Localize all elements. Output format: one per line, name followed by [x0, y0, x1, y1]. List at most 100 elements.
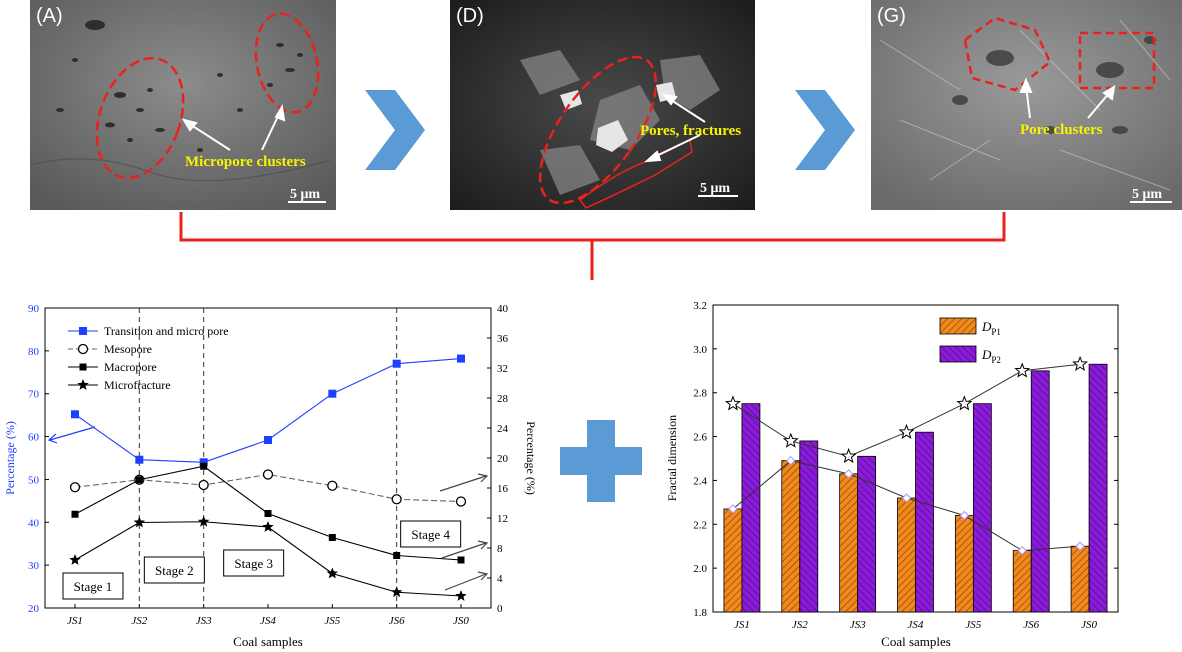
- stage-box: [223, 549, 285, 577]
- y-tick-label: 12: [497, 513, 508, 525]
- stage-label: Stage 3: [234, 556, 273, 571]
- data-point: [392, 359, 401, 368]
- stage-label: Stage 4: [411, 527, 450, 542]
- trend-marker: [1017, 545, 1027, 556]
- x-tick-label: JS3: [196, 615, 212, 627]
- data-point: [393, 552, 401, 559]
- trend-marker: [898, 423, 915, 439]
- y-tick-label: 50: [28, 474, 40, 486]
- data-point: [326, 567, 339, 579]
- legend-label: Microfracture: [104, 378, 171, 392]
- x-tick-label: JS6: [389, 615, 405, 627]
- trend-line: [732, 363, 1081, 457]
- y-tick-label: 36: [497, 333, 509, 345]
- data-point: [71, 410, 79, 419]
- plus-icon: [560, 420, 642, 502]
- trend-line-layer: [724, 355, 1089, 556]
- data-point: [391, 494, 402, 505]
- stage-label: Stage 2: [155, 563, 194, 578]
- data-point: [390, 586, 403, 598]
- x-tick-label: JS6: [1023, 619, 1039, 631]
- y-tick-label: 80: [28, 346, 40, 358]
- legend-label-sub: P1: [991, 327, 1001, 337]
- trend-marker: [724, 395, 741, 411]
- panel-annotation: Pores, fractures: [640, 123, 741, 139]
- trend-marker: [901, 493, 912, 503]
- data-point: [198, 479, 209, 491]
- data-point: [262, 521, 274, 532]
- right-y-axis: 0 4 8 12 16 20 24 28 32 36 40: [487, 303, 509, 615]
- axis-pointer-arrows: [439, 473, 489, 591]
- trend-marker: [786, 455, 796, 466]
- x-tick-label: JS4: [260, 615, 276, 627]
- bar-layer: [723, 363, 1108, 613]
- legend-marker: [77, 379, 89, 390]
- stage-label: Stage 1: [74, 579, 113, 594]
- y-axis-title: Fractal dimension: [665, 415, 679, 501]
- x-tick-label: JS1: [734, 619, 750, 631]
- scale-bar-label: 5 μm: [700, 181, 730, 196]
- bar: [799, 440, 819, 613]
- legend-label: Mesopore: [104, 342, 152, 356]
- legend-swatch: [939, 317, 977, 335]
- y-tick-label: 40: [28, 517, 40, 529]
- legend-marker: [79, 363, 87, 371]
- legend-marker: [79, 327, 87, 335]
- legend-label: Macropore: [104, 360, 157, 374]
- panel-label: (A): [36, 5, 63, 27]
- data-point: [327, 480, 338, 491]
- legend-label: Transition and micro pore: [104, 324, 229, 338]
- stage-labels: Stage 1 Stage 2 Stage 3 Stage 4: [62, 520, 462, 600]
- y-tick-label: 20: [28, 603, 40, 615]
- y-axis: 1.8 2.0 2.2 2.4 2.6 2.8 3.0 3.2: [693, 300, 1118, 619]
- y-tick-label: 2.8: [693, 388, 707, 400]
- panel-annotation: Pore clusters: [1020, 122, 1103, 138]
- bar: [1030, 370, 1050, 613]
- y-tick-label: 2.0: [693, 563, 707, 575]
- panel-annotation: Micropore clusters: [185, 154, 306, 170]
- sem-panel-g: (G) Pore clusters 5 μm: [871, 0, 1182, 210]
- y-tick-label: 4: [497, 573, 503, 585]
- sem-panel-d: (D) Pores, fractures 5 μm: [450, 0, 755, 210]
- y-tick-label: 40: [497, 303, 509, 315]
- fracture-outline: [578, 138, 693, 209]
- data-point: [133, 516, 146, 528]
- stage-box: [62, 572, 124, 600]
- fractal-dimension-bar-chart: 1.8 2.0 2.2 2.4 2.6 2.8 3.0 3.2 JS1 JS2 JS3 JS4 JS5…: [665, 300, 1119, 649]
- trend-marker: [1072, 355, 1089, 371]
- micropore-cluster-outline: [254, 12, 320, 114]
- data-point: [455, 590, 467, 601]
- y-tick-label: 60: [28, 432, 40, 444]
- right-y-axis-title: Percentage (%): [524, 421, 538, 495]
- x-tick-label: JS5: [324, 615, 340, 627]
- legend-label-main: D: [981, 319, 992, 334]
- data-point: [457, 556, 465, 564]
- legend-swatch: [939, 345, 977, 363]
- x-tick-label: JS2: [131, 615, 147, 627]
- data-point: [135, 476, 143, 484]
- data-point: [264, 436, 272, 444]
- data-point: [264, 510, 272, 517]
- y-tick-label: 32: [497, 363, 508, 375]
- x-tick-label: JS2: [792, 619, 808, 631]
- trend-marker: [1075, 541, 1085, 551]
- trend-marker: [959, 510, 970, 521]
- legend: Transition and micro pore Mesopore Macropo…: [68, 324, 229, 392]
- y-tick-label: 2.6: [693, 432, 707, 444]
- legend-label-sub: P2: [991, 355, 1001, 365]
- data-point: [197, 515, 210, 527]
- x-tick-label: JS0: [1081, 619, 1097, 631]
- trend-marker: [782, 432, 799, 448]
- scale-bar-label: 5 μm: [1132, 187, 1162, 202]
- data-point: [200, 462, 208, 470]
- y-tick-label: 8: [497, 543, 503, 555]
- y-tick-label: 90: [28, 303, 40, 315]
- data-point: [71, 510, 79, 518]
- bar: [1070, 545, 1090, 613]
- y-tick-label: 70: [28, 389, 40, 401]
- trend-marker: [840, 447, 857, 464]
- data-point: [262, 469, 274, 480]
- data-point: [455, 496, 467, 507]
- micropore-cluster-outline: [95, 56, 185, 180]
